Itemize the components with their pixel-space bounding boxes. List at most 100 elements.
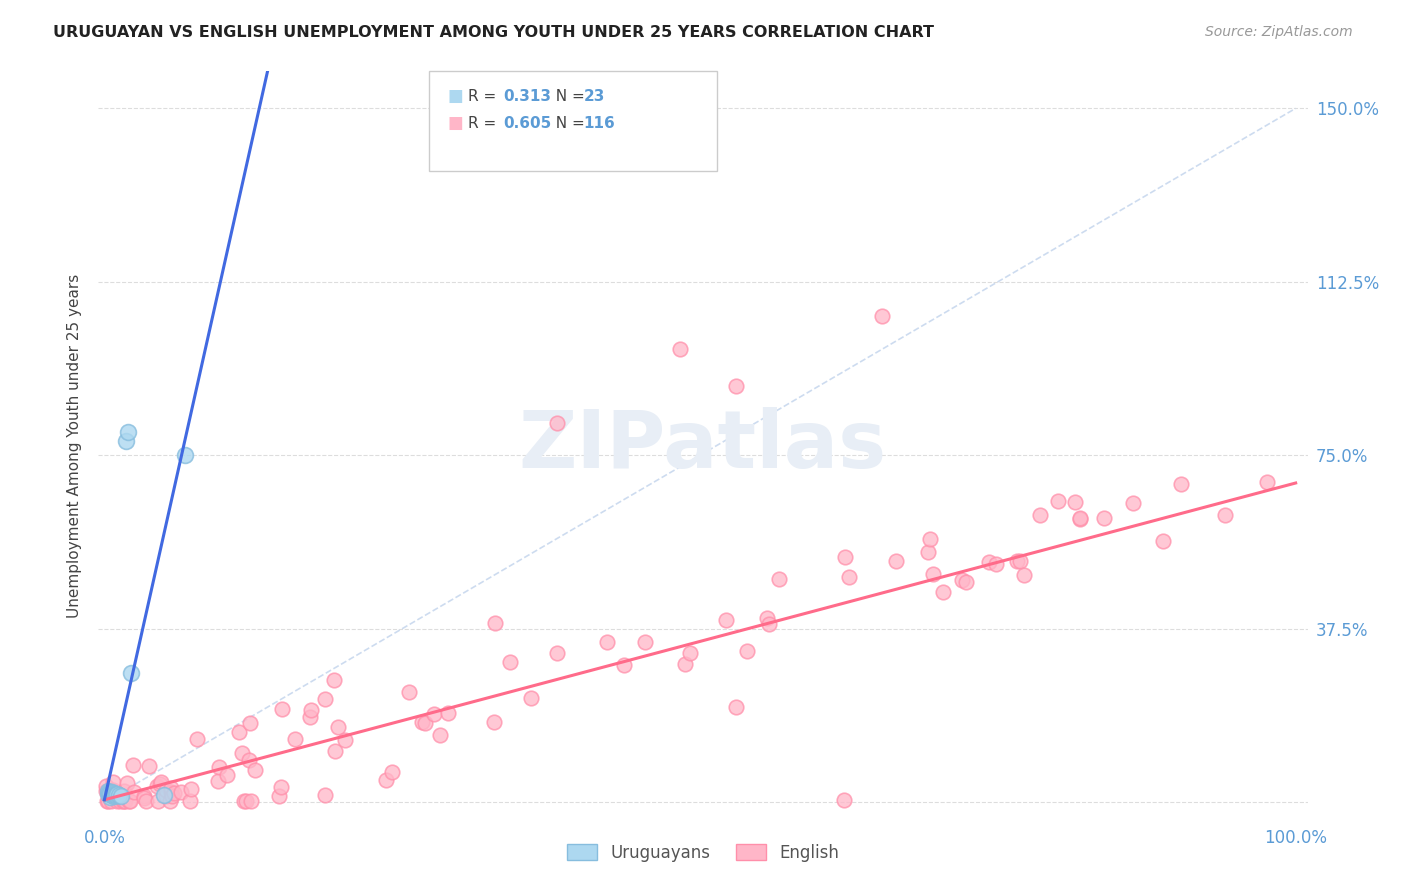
Point	[375, 773, 398, 788]
Point	[1028, 508, 1050, 523]
Point	[239, 716, 262, 731]
Point	[160, 789, 183, 803]
Point	[1069, 511, 1091, 525]
Point	[98, 789, 121, 804]
Point	[101, 788, 124, 802]
Point	[267, 789, 290, 803]
Point	[932, 585, 955, 599]
Point	[520, 691, 543, 706]
Point	[838, 569, 860, 583]
Point	[1012, 568, 1035, 582]
Text: ■: ■	[447, 114, 463, 132]
Text: ■: ■	[447, 87, 463, 105]
Point	[499, 656, 522, 670]
Point	[238, 753, 260, 767]
Point	[107, 787, 129, 801]
Point	[105, 794, 128, 808]
Point	[634, 634, 657, 648]
Point	[870, 310, 893, 324]
Point	[97, 783, 120, 797]
Point	[115, 776, 138, 790]
Point	[94, 779, 117, 793]
Point	[215, 768, 238, 782]
Text: R =: R =	[468, 89, 502, 103]
Text: R =: R =	[468, 116, 502, 130]
Point	[179, 794, 201, 808]
Point	[114, 794, 136, 808]
Point	[271, 702, 294, 716]
Point	[103, 787, 125, 801]
Point	[546, 416, 568, 430]
Point	[163, 786, 186, 800]
Point	[832, 793, 855, 807]
Point	[1213, 508, 1236, 523]
Point	[921, 566, 943, 581]
Point	[668, 342, 690, 356]
Point	[110, 789, 132, 804]
Legend: Uruguayans, English: Uruguayans, English	[561, 838, 845, 869]
Point	[429, 727, 451, 741]
Point	[112, 784, 135, 798]
Point	[918, 532, 941, 546]
Point	[101, 774, 124, 789]
Point	[160, 780, 183, 795]
Point	[1092, 511, 1115, 525]
Point	[101, 786, 124, 800]
Point	[101, 783, 124, 797]
Point	[326, 720, 349, 734]
Point	[679, 646, 702, 660]
Point	[1005, 554, 1028, 568]
Point	[413, 715, 436, 730]
Point	[97, 787, 120, 801]
Text: 0.313: 0.313	[503, 89, 551, 103]
Point	[1153, 534, 1175, 549]
Point	[724, 700, 747, 714]
Point	[484, 616, 506, 631]
Point	[138, 759, 160, 773]
Point	[482, 715, 505, 730]
Point	[411, 715, 433, 730]
Point	[299, 710, 322, 724]
Point	[153, 788, 176, 802]
Point	[149, 776, 172, 790]
Point	[122, 758, 145, 772]
Point	[97, 785, 120, 799]
Point	[100, 788, 122, 802]
Point	[150, 775, 173, 789]
Point	[284, 731, 307, 746]
Point	[174, 448, 197, 462]
Text: URUGUAYAN VS ENGLISH UNEMPLOYMENT AMONG YOUTH UNDER 25 YEARS CORRELATION CHART: URUGUAYAN VS ENGLISH UNEMPLOYMENT AMONG …	[53, 25, 935, 40]
Point	[105, 788, 128, 802]
Point	[118, 794, 141, 808]
Point	[132, 789, 155, 803]
Point	[314, 789, 336, 803]
Point	[1122, 496, 1144, 510]
Point	[714, 613, 737, 627]
Point	[180, 781, 202, 796]
Point	[114, 434, 136, 449]
Point	[1069, 512, 1091, 526]
Point	[100, 794, 122, 808]
Point	[155, 789, 177, 803]
Point	[148, 794, 170, 808]
Point	[103, 789, 125, 804]
Point	[437, 706, 460, 720]
Point	[97, 794, 120, 808]
Point	[243, 764, 266, 778]
Point	[322, 673, 344, 687]
Point	[398, 685, 420, 699]
Point	[333, 732, 356, 747]
Point	[423, 707, 446, 722]
Point	[231, 746, 253, 760]
Point	[104, 788, 127, 802]
Point	[1008, 554, 1031, 568]
Point	[186, 731, 208, 746]
Point	[270, 780, 292, 794]
Point	[108, 794, 131, 808]
Point	[112, 794, 135, 808]
Point	[301, 703, 323, 717]
Point	[381, 765, 404, 780]
Point	[98, 787, 121, 801]
Point	[112, 794, 135, 808]
Point	[122, 785, 145, 799]
